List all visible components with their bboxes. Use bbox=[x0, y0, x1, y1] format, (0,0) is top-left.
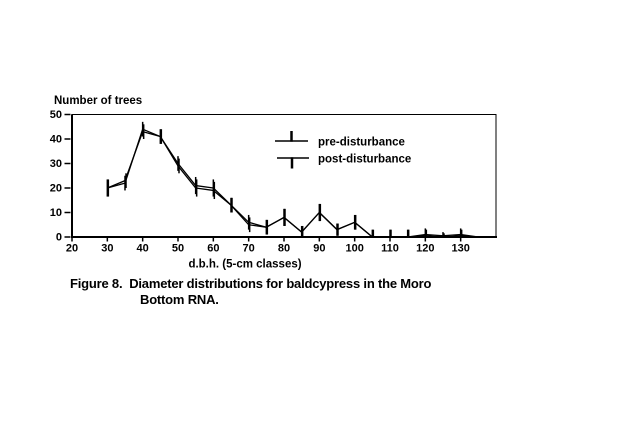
figure-caption-line2: Bottom RNA. bbox=[140, 292, 219, 307]
x-axis-tick-label: 40 bbox=[137, 243, 149, 255]
legend: pre-disturbance post-disturbance bbox=[275, 131, 411, 169]
post-disturbance-line bbox=[107, 130, 479, 238]
plot-content: 20 30 40 50 60 70 80 90 100 110 120 130 0 10 20 30 40 50 bbox=[50, 109, 479, 255]
y-axis-tick-label: 20 bbox=[50, 183, 62, 195]
x-axis-tick-label: 30 bbox=[101, 243, 113, 255]
x-axis-tick-label: 110 bbox=[381, 243, 399, 255]
x-axis-tick-label: 90 bbox=[313, 243, 325, 255]
y-axis-tick-label: 30 bbox=[50, 158, 62, 170]
x-axis-tick-label: 60 bbox=[207, 243, 219, 255]
x-axis-tick-label: 80 bbox=[278, 243, 290, 255]
legend-label-post-disturbance: post-disturbance bbox=[318, 154, 411, 166]
pre-disturbance-line bbox=[107, 128, 479, 238]
x-axis-title: d.b.h. (5-cm classes) bbox=[188, 259, 301, 271]
legend-label-pre-disturbance: pre-disturbance bbox=[318, 137, 405, 149]
x-axis-tick-label: 120 bbox=[416, 243, 434, 255]
y-axis-tick-label: 40 bbox=[50, 134, 62, 146]
y-axis-tick-label: 0 bbox=[56, 232, 62, 244]
y-axis-tick-label: 10 bbox=[50, 207, 62, 219]
x-axis-tick-label: 100 bbox=[345, 243, 363, 255]
x-axis-tick-label: 70 bbox=[243, 243, 255, 255]
y-axis-tick-label: 50 bbox=[50, 109, 62, 121]
figure-caption-line1: Figure 8. Diameter distributions for bal… bbox=[70, 276, 432, 291]
x-axis-tick-label: 50 bbox=[172, 243, 184, 255]
x-axis-tick-label: 20 bbox=[66, 243, 78, 255]
x-axis-tick-label: 130 bbox=[451, 243, 469, 255]
y-axis-title: Number of trees bbox=[54, 95, 142, 107]
